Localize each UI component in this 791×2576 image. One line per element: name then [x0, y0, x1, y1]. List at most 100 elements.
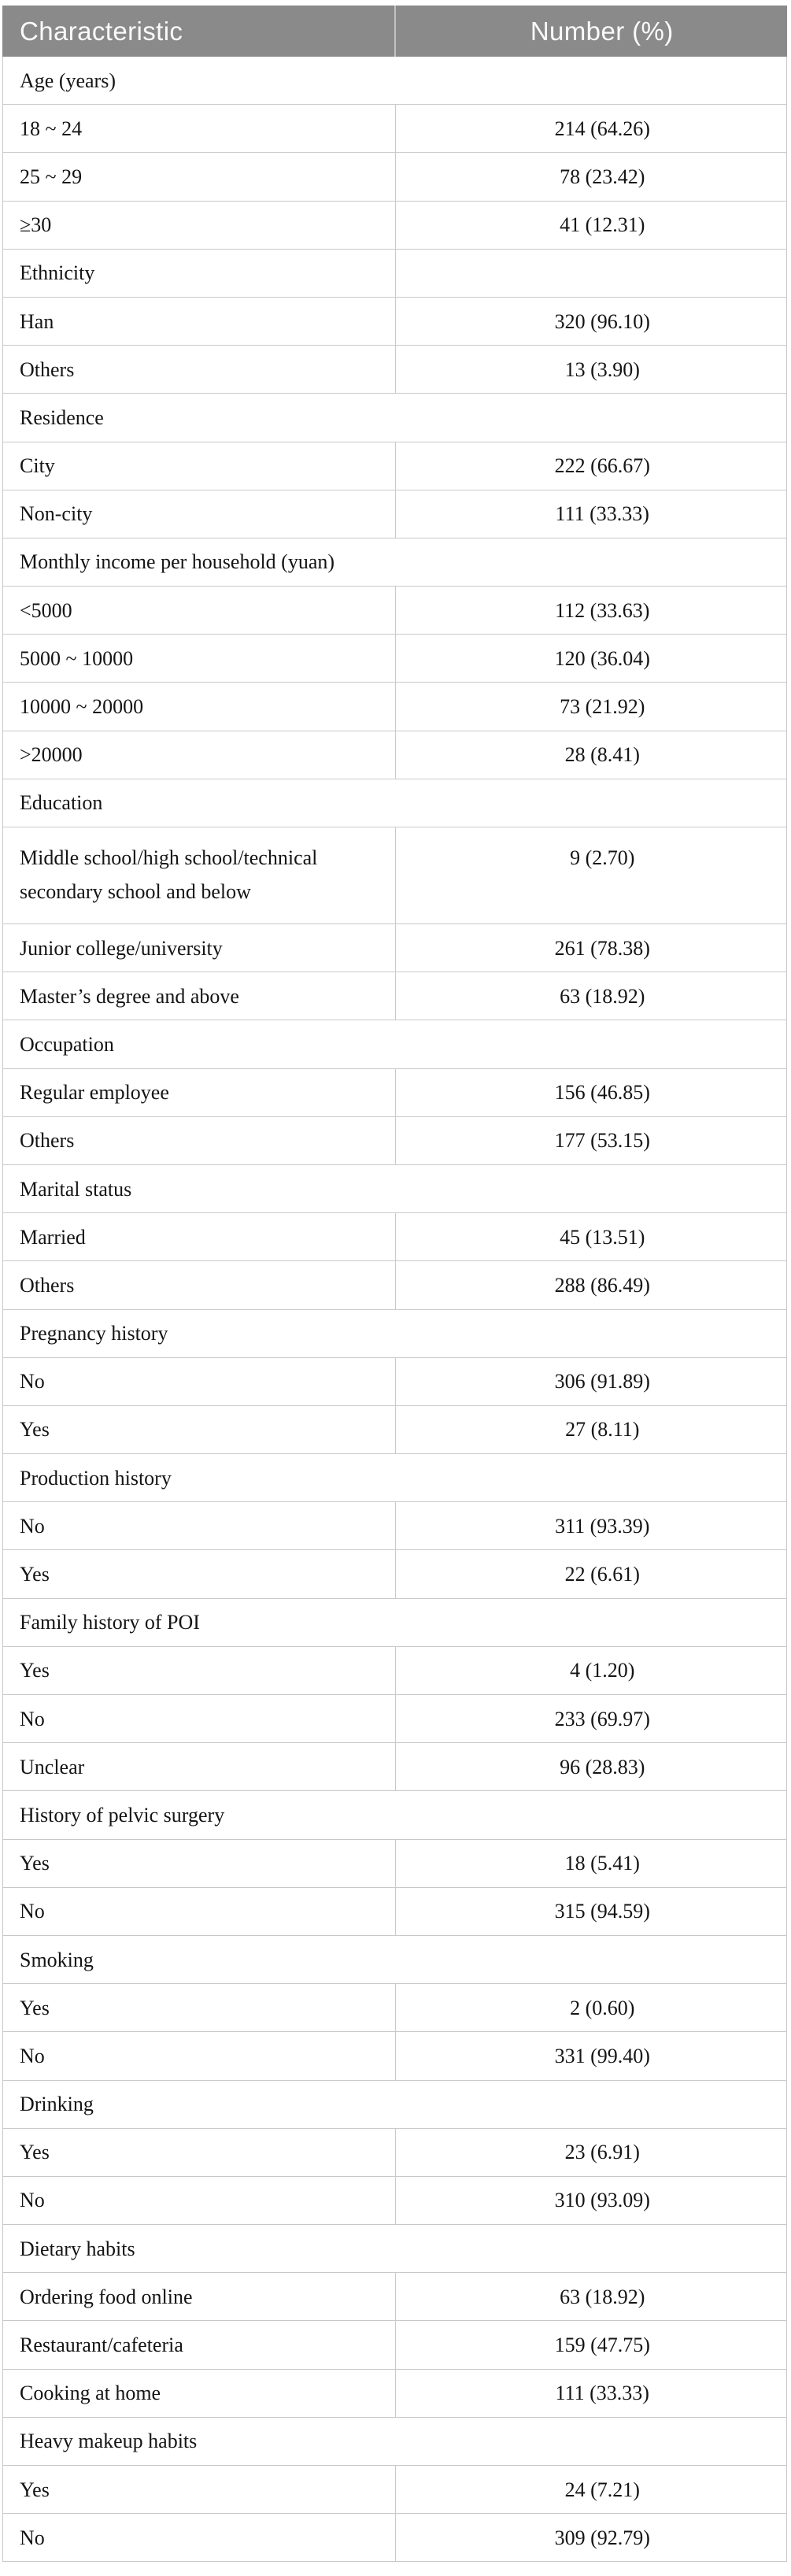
category-label: Education	[20, 791, 103, 815]
number-cell: 2 (0.60)	[570, 1996, 635, 2019]
table-row: 5000 ~ 10000 120 (36.04)	[3, 635, 786, 683]
characteristic-cell: Restaurant/cafeteria	[3, 2321, 397, 2369]
characteristic-cell: Yes	[3, 1550, 397, 1598]
table-row: 18 ~ 24 214 (64.26)	[3, 105, 786, 154]
table-row: No 309 (92.79)	[3, 2514, 786, 2563]
category-row: History of pelvic surgery	[3, 1791, 786, 1840]
table-row: 10000 ~ 20000 73 (21.92)	[3, 683, 786, 731]
characteristic-cell: No	[3, 2176, 397, 2225]
category-row: Ethnicity	[3, 249, 786, 298]
category-label: Age (years)	[20, 68, 116, 92]
table-row: Non-city 111 (33.33)	[3, 490, 786, 539]
table-row: City 222 (66.67)	[3, 442, 786, 490]
category-label: Family history of POI	[20, 1611, 200, 1634]
table-row: Ordering food online 63 (18.92)	[3, 2273, 786, 2322]
characteristic-cell: Master’s degree and above	[3, 972, 397, 1020]
number-cell: 45 (13.51)	[560, 1225, 645, 1249]
header-characteristic: Characteristic	[2, 6, 397, 57]
number-cell: 9 (2.70)	[570, 846, 635, 869]
table-header-row: Characteristic Number (%)	[2, 6, 787, 57]
table-row: Han 320 (96.10)	[3, 297, 786, 346]
characteristic-cell: <5000	[3, 587, 397, 635]
number-cell: 315 (94.59)	[554, 1900, 650, 1923]
category-row: Smoking	[3, 1935, 786, 1985]
characteristic-cell: 5000 ~ 10000	[3, 635, 397, 683]
characteristic-cell: Middle school/high school/technical seco…	[3, 827, 397, 923]
category-label: Drinking	[20, 2093, 94, 2116]
number-cell: 27 (8.11)	[565, 1418, 640, 1442]
number-cell: 24 (7.21)	[564, 2478, 640, 2501]
table-row: Yes 2 (0.60)	[3, 1984, 786, 2033]
table-body: Age (years) 18 ~ 24 214 (64.26) 25 ~ 29 78 (…	[2, 57, 787, 2563]
characteristic-cell: >20000	[3, 731, 397, 779]
number-cell	[396, 250, 786, 297]
table-row: No 233 (69.97)	[3, 1695, 786, 1744]
category-label: Monthly income per household (yuan)	[20, 550, 335, 574]
number-cell: 288 (86.49)	[554, 1273, 650, 1297]
table-row: No 310 (93.09)	[3, 2176, 786, 2226]
number-cell: 156 (46.85)	[554, 1081, 650, 1105]
table-row: Yes 22 (6.61)	[3, 1550, 786, 1599]
table-row: No 311 (93.39)	[3, 1502, 786, 1551]
number-cell: 331 (99.40)	[554, 2044, 650, 2067]
number-cell: 306 (91.89)	[554, 1370, 650, 1393]
characteristic-cell: No	[3, 1357, 397, 1405]
number-cell: 28 (8.41)	[564, 743, 640, 767]
characteristic-cell: Others	[3, 1261, 397, 1309]
table-row: Others 13 (3.90)	[3, 346, 786, 394]
characteristic-cell: Yes	[3, 1646, 397, 1694]
number-cell: 261 (78.38)	[554, 936, 650, 960]
table-row: Married 45 (13.51)	[3, 1213, 786, 1262]
category-row: Family history of POI	[3, 1598, 786, 1647]
table-row: Others 288 (86.49)	[3, 1261, 786, 1310]
characteristic-cell: Yes	[3, 1405, 397, 1454]
number-cell: 78 (23.42)	[560, 165, 645, 188]
category-row: Drinking	[3, 2080, 786, 2129]
header-number-percent: Number (%)	[530, 16, 674, 46]
category-label: Residence	[20, 405, 104, 429]
category-label: Smoking	[20, 1948, 94, 1971]
characteristic-cell: Married	[3, 1213, 397, 1261]
number-cell: 96 (28.83)	[560, 1755, 645, 1778]
characteristic-cell: Yes	[3, 2466, 397, 2514]
table-row: No 306 (91.89)	[3, 1357, 786, 1406]
category-label: Pregnancy history	[20, 1322, 168, 1345]
category-row: Marital status	[3, 1164, 786, 1214]
characteristic-cell: No	[3, 1502, 397, 1550]
characteristic-cell: 10000 ~ 20000	[3, 683, 397, 731]
table-row: ≥30 41 (12.31)	[3, 201, 786, 250]
category-label: Dietary habits	[20, 2237, 135, 2260]
table-row: Cooking at home 111 (33.33)	[3, 2369, 786, 2418]
category-label: History of pelvic surgery	[20, 1803, 225, 1827]
category-row: Heavy makeup habits	[3, 2417, 786, 2466]
table-row: >20000 28 (8.41)	[3, 731, 786, 779]
table-row: Yes 23 (6.91)	[3, 2128, 786, 2177]
table-row: Yes 18 (5.41)	[3, 1839, 786, 1888]
table-row: Yes 4 (1.20)	[3, 1646, 786, 1695]
category-row: Monthly income per household (yuan)	[3, 538, 786, 587]
characteristic-cell: ≥30	[3, 201, 397, 249]
number-cell: 18 (5.41)	[564, 1852, 640, 1875]
category-label: Heavy makeup habits	[20, 2430, 198, 2453]
number-cell: 63 (18.92)	[560, 2285, 645, 2308]
characteristic-cell: City	[3, 442, 397, 490]
number-cell: 310 (93.09)	[554, 2189, 650, 2212]
number-cell: 120 (36.04)	[554, 646, 650, 670]
characteristic-cell: 18 ~ 24	[3, 105, 397, 153]
number-cell: 159 (47.75)	[554, 2334, 650, 2357]
number-cell: 320 (96.10)	[554, 309, 650, 333]
characteristic-cell: No	[3, 1887, 397, 1935]
category-row: Age (years)	[3, 57, 786, 105]
characteristic-cell: Others	[3, 1116, 397, 1164]
characteristic-cell: Ethnicity	[3, 249, 397, 297]
table-row: Others 177 (53.15)	[3, 1116, 786, 1165]
table-row: Yes 27 (8.11)	[3, 1405, 786, 1455]
characteristic-cell: Non-city	[3, 490, 397, 538]
table-row: Middle school/high school/technical seco…	[3, 827, 786, 924]
characteristic-cell: Unclear	[3, 1743, 397, 1791]
number-cell: 22 (6.61)	[564, 1563, 640, 1586]
number-cell: 4 (1.20)	[570, 1659, 635, 1682]
characteristics-table: Characteristic Number (%) Age (years) 18 …	[2, 6, 787, 2563]
number-cell: 111 (33.33)	[555, 502, 649, 526]
